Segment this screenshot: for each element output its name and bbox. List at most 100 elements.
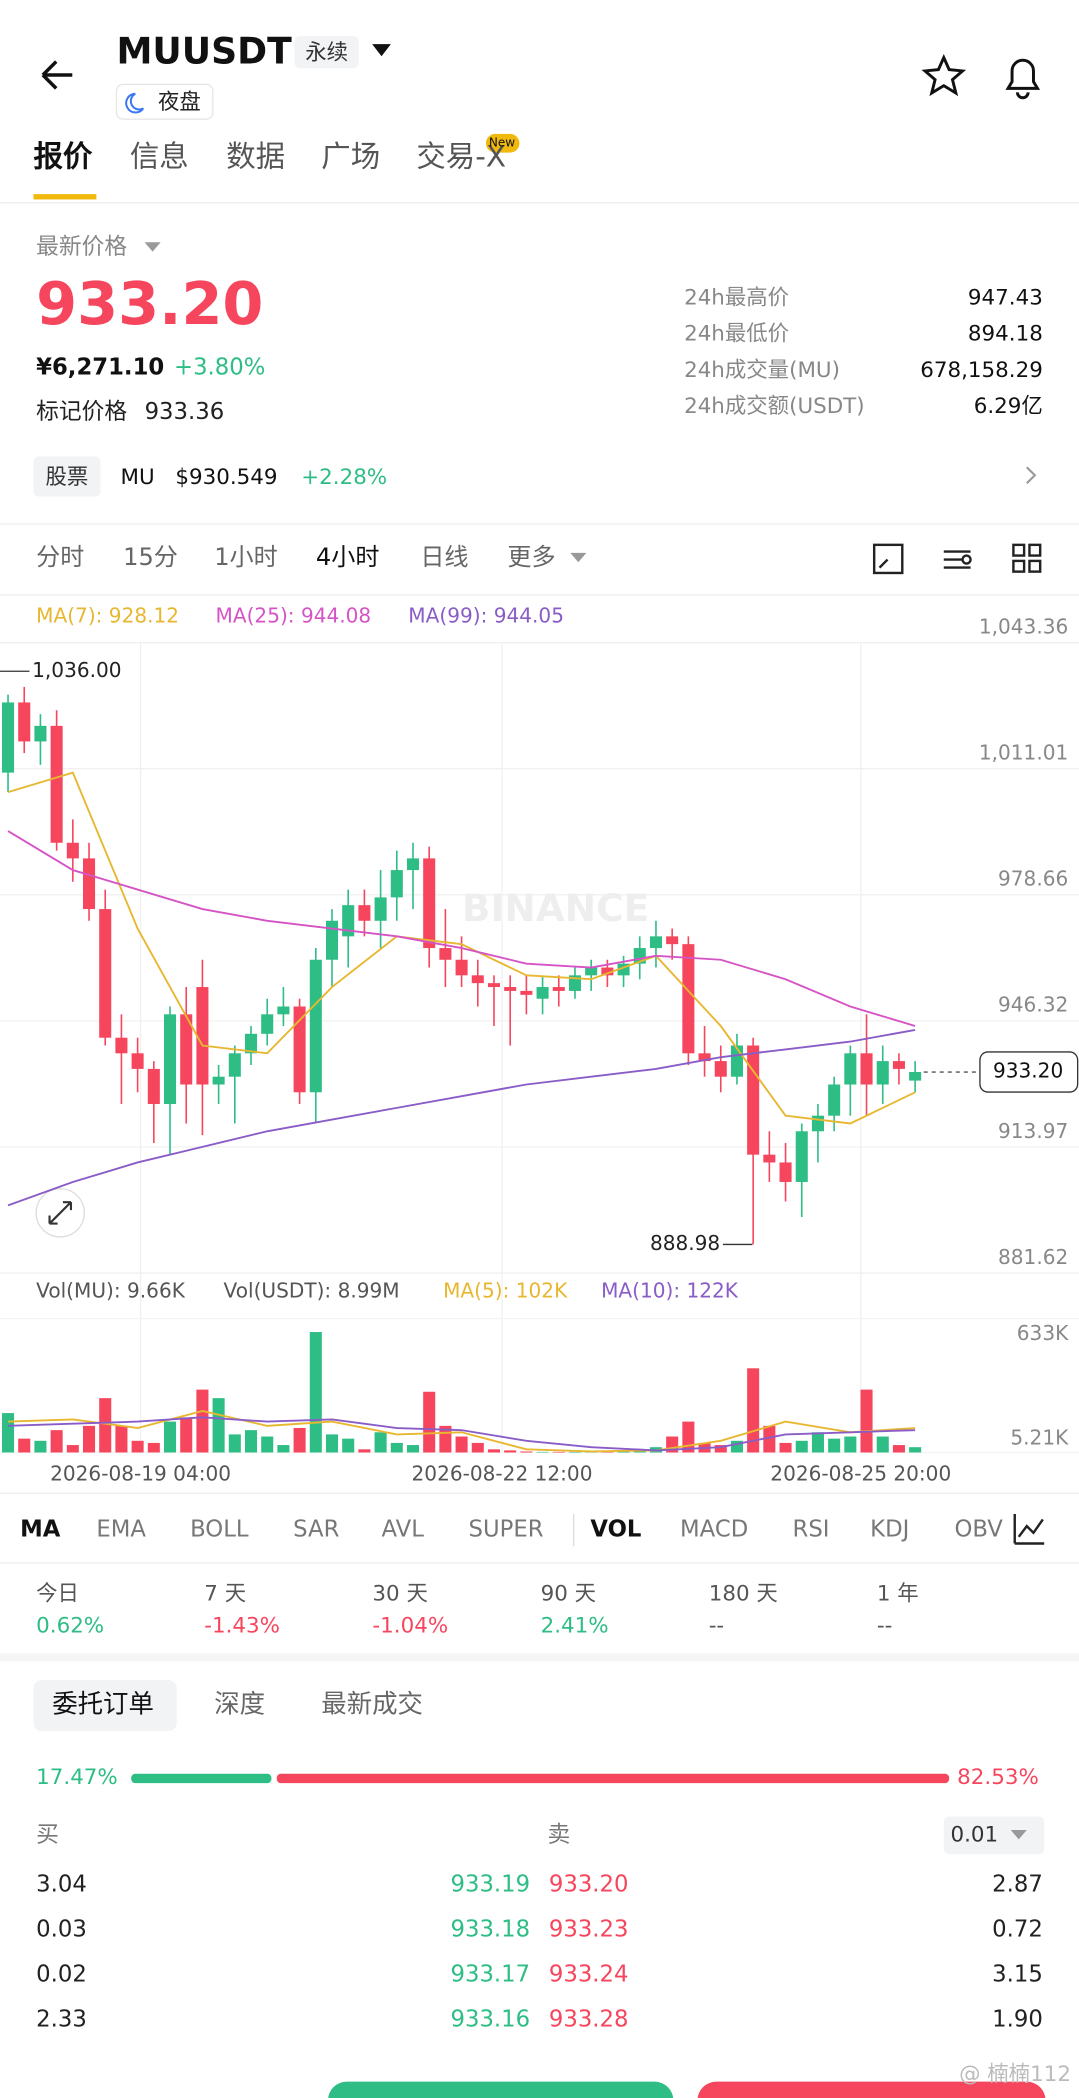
candle-body: [747, 1045, 760, 1155]
indicator-settings[interactable]: [1013, 1514, 1045, 1545]
volume-bar: [293, 1428, 306, 1453]
stock-tag: 股票: [46, 465, 89, 490]
candle-body: [66, 842, 79, 859]
sell-button[interactable]: [697, 2081, 1046, 2098]
price-change: +3.80%: [174, 355, 265, 381]
chart-tools[interactable]: [872, 543, 1042, 575]
stock-symbol: MU: [120, 465, 154, 490]
bid-qty: 0.03: [36, 1916, 87, 1942]
candle-body: [196, 987, 209, 1085]
order-tab[interactable]: 深度: [214, 1688, 265, 1718]
volume-bar: [844, 1436, 857, 1453]
buy-button[interactable]: [328, 2081, 674, 2098]
precision-bg[interactable]: [943, 1816, 1045, 1855]
vol-ma-line: [8, 1409, 916, 1453]
volume-bar: [471, 1442, 484, 1453]
perf-label: 180 天: [709, 1581, 778, 1606]
dropdown-icon[interactable]: [372, 44, 391, 57]
candle-body: [536, 987, 549, 999]
bell-icon[interactable]: [1005, 58, 1041, 100]
indicator-tab[interactable]: KDJ: [870, 1517, 909, 1543]
volume-bar: [18, 1438, 31, 1453]
volume-bar: [455, 1436, 468, 1453]
volume-bar: [196, 1389, 209, 1453]
indicator-tab[interactable]: AVL: [382, 1517, 425, 1543]
y-tick-label: 5.21K: [1010, 1426, 1069, 1450]
divider: [0, 523, 1079, 525]
candle-body: [439, 948, 452, 960]
candle-body: [18, 702, 31, 742]
indicator-tab[interactable]: OBV: [954, 1517, 1003, 1543]
volume-bar: [892, 1445, 905, 1453]
stock-price: $930.549: [175, 465, 277, 490]
candle-body: [795, 1131, 808, 1182]
interval-tab[interactable]: 分时: [36, 543, 84, 571]
interval-tab[interactable]: 日线: [420, 543, 468, 571]
candle-body: [617, 963, 630, 976]
dropdown-icon[interactable]: [1010, 1829, 1027, 1840]
interval-tab[interactable]: 更多: [507, 543, 555, 571]
volume-bar: [180, 1417, 193, 1453]
last-price-box: [979, 1051, 1079, 1093]
candle-body: [293, 1006, 306, 1093]
perf-value: -1.04%: [372, 1614, 448, 1639]
indicator-tab[interactable]: MACD: [680, 1517, 748, 1543]
indicator-tab[interactable]: RSI: [793, 1517, 830, 1543]
indicator-tab[interactable]: MA: [20, 1517, 61, 1543]
stat-value: 894.18: [968, 322, 1043, 347]
volume-bar: [406, 1445, 420, 1453]
candle-body: [779, 1162, 792, 1182]
interval-tab[interactable]: 15分: [123, 543, 178, 571]
divider: [0, 594, 1079, 596]
sell-ratio: 82.53%: [957, 1765, 1039, 1790]
dropdown-icon[interactable]: [144, 242, 161, 252]
perf-label: 30 天: [372, 1581, 427, 1606]
volume-bar: [228, 1434, 241, 1453]
volume-bar: [730, 1440, 743, 1453]
indicator-tab[interactable]: VOL: [590, 1517, 641, 1543]
volume-bar: [342, 1438, 355, 1453]
volume-bar: [244, 1430, 258, 1453]
candle-body: [325, 920, 339, 960]
volume-bar: [131, 1440, 144, 1453]
chevron[interactable]: [1026, 466, 1037, 485]
volume-bar: [520, 1451, 533, 1453]
bid-price: 933.16: [451, 2007, 531, 2033]
candle-body: [504, 987, 517, 991]
volume-bar: [876, 1436, 889, 1453]
watermark: BINANCE: [462, 886, 649, 930]
order-tab[interactable]: 委托订单: [52, 1688, 154, 1718]
y-tick-label: 946.32: [998, 993, 1068, 1017]
high-label: 1,036.00: [32, 658, 121, 682]
stat-value: 6.29亿: [974, 394, 1043, 419]
ask-qty: 0.72: [992, 1916, 1043, 1942]
volume-bar: [536, 1451, 549, 1453]
price-label: 最新价格: [36, 234, 127, 260]
session-label: 夜盘: [158, 90, 201, 115]
stat-value: 947.43: [968, 286, 1043, 311]
ask-qty: 2.87: [992, 1871, 1043, 1897]
candle-body: [730, 1045, 743, 1077]
indicator-tab[interactable]: SUPER: [469, 1517, 544, 1543]
bid-price: 933.19: [451, 1871, 531, 1897]
back-button[interactable]: [41, 60, 73, 90]
interval-tab[interactable]: 4小时: [316, 543, 379, 571]
indicator-tab[interactable]: SAR: [293, 1517, 339, 1543]
expand-button[interactable]: [35, 1188, 86, 1238]
dropdown-icon[interactable]: [570, 552, 587, 563]
star-icon[interactable]: [921, 53, 967, 97]
interval-tab[interactable]: 1小时: [214, 543, 277, 571]
indicator-tab[interactable]: EMA: [96, 1517, 146, 1543]
candle-body: [342, 905, 355, 937]
order-tab[interactable]: 最新成交: [321, 1688, 423, 1718]
y-tick-label: 881.62: [998, 1245, 1068, 1269]
indicator-tab[interactable]: BOLL: [190, 1517, 249, 1543]
new-badge: New: [489, 136, 515, 150]
precision: 0.01: [950, 1822, 998, 1847]
candle-body: [487, 983, 501, 988]
buy-header: 买: [36, 1822, 59, 1848]
divider: [572, 1514, 575, 1547]
tab: 数据: [226, 139, 285, 173]
vol-ma-legend: MA(10): 122K: [601, 1278, 739, 1302]
